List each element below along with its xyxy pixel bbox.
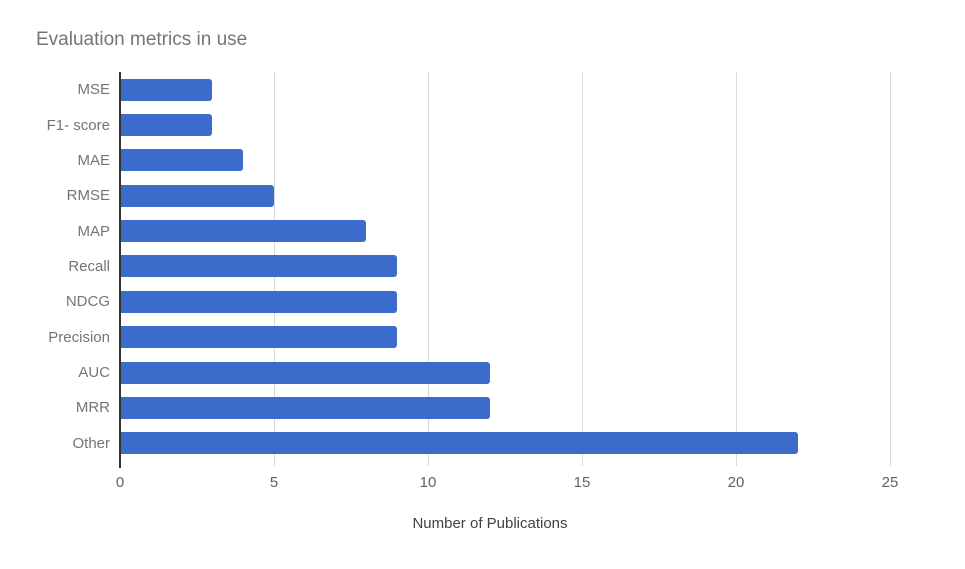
chart-row: F1- score	[47, 107, 890, 142]
chart-title: Evaluation metrics in use	[36, 29, 248, 50]
chart-row: NDCG	[66, 284, 890, 319]
chart-row: MAP	[77, 213, 890, 248]
category-label: MAE	[77, 151, 110, 169]
bar	[120, 361, 490, 384]
plot-area: MSE F1- score MAE RMSE MAP Recall NDCG Precisio…	[47, 72, 891, 468]
bar	[120, 114, 213, 137]
x-tick-label: 20	[727, 474, 745, 491]
category-label: AUC	[78, 364, 110, 382]
chart-row: MAE	[77, 143, 890, 178]
gridline	[428, 72, 429, 461]
x-tick-label: 10	[419, 474, 437, 491]
bar	[120, 290, 398, 313]
bar	[120, 184, 274, 207]
category-label: MRR	[75, 399, 110, 417]
bar	[120, 255, 398, 278]
gridline	[736, 72, 737, 461]
chart-rows: MSE F1- score MAE RMSE MAP Recall NDCG Precisio…	[47, 72, 890, 461]
x-axis-title: Number of Publications	[412, 515, 568, 532]
chart-row: Other	[72, 426, 890, 461]
tick-mark	[736, 461, 737, 466]
tick-mark	[582, 461, 583, 466]
category-label: Precision	[48, 328, 110, 346]
category-label: NDCG	[65, 293, 110, 311]
y-axis-line	[119, 72, 121, 461]
category-label: F1- score	[46, 116, 110, 134]
tick-mark	[274, 461, 275, 466]
category-label: RMSE	[66, 187, 110, 205]
chart-row: Recall	[68, 249, 890, 284]
bar	[120, 149, 244, 172]
tick-mark	[428, 461, 429, 466]
chart-row: AUC	[78, 355, 890, 390]
chart-row: MSE	[77, 72, 890, 107]
chart-row: MRR	[76, 390, 890, 425]
chart-row: Precision	[48, 320, 890, 355]
bar	[120, 78, 213, 101]
x-tick-label: 25	[881, 474, 899, 491]
chart-row: RMSE	[67, 178, 890, 213]
x-axis-ticks: 0 5 10 15 20 25	[116, 474, 899, 494]
x-tick-label: 0	[115, 474, 125, 491]
bar	[120, 396, 490, 419]
gridline	[582, 72, 583, 461]
x-tick-label: 15	[573, 474, 591, 491]
bar	[120, 220, 367, 243]
category-label: MAP	[77, 222, 110, 240]
bar	[120, 432, 798, 455]
category-label: MSE	[77, 81, 110, 99]
x-tick-label: 5	[269, 474, 279, 491]
category-label: Other	[72, 434, 110, 452]
bar	[120, 326, 398, 349]
category-label: Recall	[68, 257, 110, 275]
tick-mark	[890, 461, 891, 466]
tick-mark	[119, 461, 121, 468]
gridline	[890, 72, 891, 461]
